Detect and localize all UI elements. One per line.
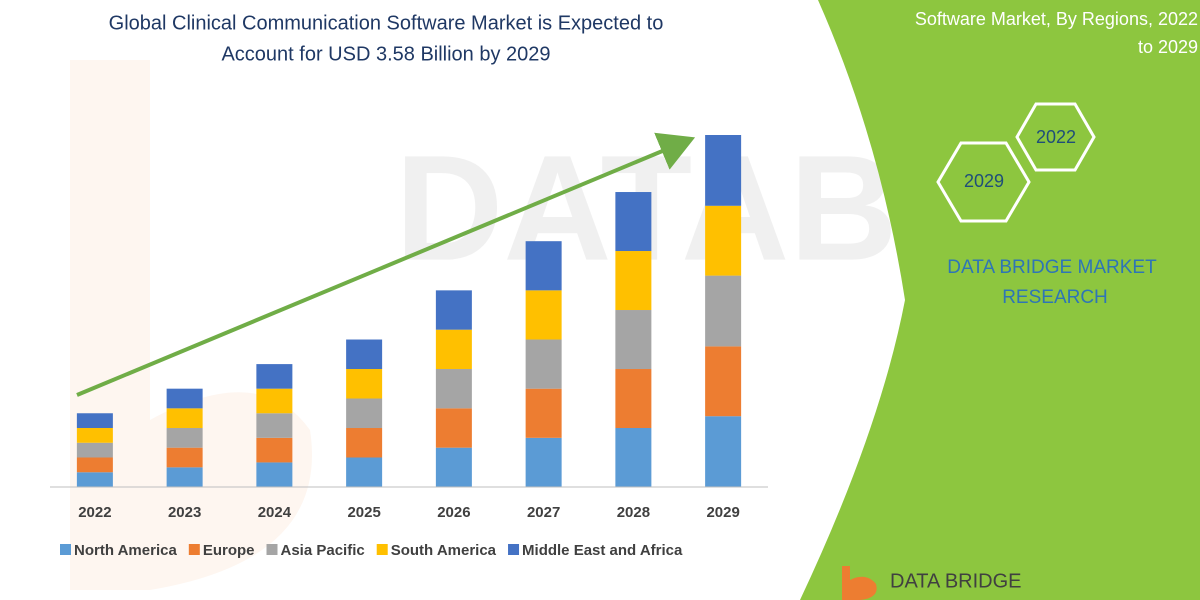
bar-segment [435, 369, 472, 409]
bar-segment [525, 241, 562, 291]
x-tick-label: 2025 [347, 504, 380, 521]
bar-segment [346, 369, 383, 399]
legend-label: Europe [203, 542, 255, 559]
bar-segment [346, 398, 383, 429]
bar-segment [525, 437, 562, 487]
bar-segment [166, 428, 203, 448]
bar-segment [256, 437, 293, 463]
bar-segment [166, 447, 203, 468]
bar-segment [256, 364, 293, 389]
hexagon [936, 141, 1031, 223]
bar-segment [435, 329, 472, 370]
hexagon [1015, 102, 1096, 172]
legend-swatch [188, 544, 200, 555]
bar-segment [705, 135, 742, 206]
x-tick-label: 2024 [258, 504, 292, 521]
hexagon-label: 2022 [1036, 127, 1076, 147]
bar-segment [76, 457, 113, 473]
bar-segment [615, 428, 652, 487]
bar-segment [435, 290, 472, 330]
bar-segment [615, 369, 652, 429]
bar-segment [705, 205, 742, 276]
bar-segment [705, 416, 742, 487]
bar-segment [256, 462, 293, 487]
x-tick-label: 2023 [168, 504, 201, 521]
x-tick-label: 2028 [617, 504, 650, 521]
bar-segment [705, 346, 742, 417]
legend-label: North America [74, 542, 177, 559]
title: Account for USD 3.58 Billion by 2029 [221, 43, 550, 65]
bar-segment [76, 442, 113, 458]
brand-text: RESEARCH [1002, 287, 1108, 308]
legend-label: Asia Pacific [281, 542, 365, 559]
bar-segment [435, 408, 472, 448]
bar-segment [435, 447, 472, 487]
bar-segment [166, 408, 203, 429]
legend-swatch [266, 544, 278, 555]
bar-segment [615, 192, 652, 252]
bar-segment [256, 388, 293, 414]
legend-swatch [376, 544, 388, 555]
x-tick-label: 2026 [437, 504, 470, 521]
bar-segment [346, 457, 383, 487]
bar-segment [346, 428, 383, 458]
bar-segment [705, 275, 742, 347]
bar-segment [346, 339, 383, 370]
legend-label: Middle East and Africa [522, 542, 683, 559]
x-tick-label: 2029 [706, 504, 739, 521]
x-tick-label: 2022 [78, 504, 111, 521]
x-tick-label: 2027 [527, 504, 560, 521]
side-panel [800, 0, 1200, 600]
bar-segment [256, 413, 293, 438]
brand-text: DATA BRIDGE MARKET [947, 257, 1157, 278]
trend-arrow [76, 132, 696, 397]
bar-segment [525, 339, 562, 389]
side-heading: to 2029 [1138, 37, 1198, 57]
logo-icon [842, 566, 877, 600]
bar-segment [525, 290, 562, 340]
legend-label: South America [391, 542, 497, 559]
bar-segment [166, 467, 203, 487]
bar-segment [615, 310, 652, 370]
title: Global Clinical Communication Software M… [109, 12, 664, 34]
bar-segment [166, 388, 203, 409]
bar-segment [76, 428, 113, 443]
bar-segment [525, 388, 562, 438]
bar-segment [76, 472, 113, 487]
side-heading: Software Market, By Regions, 2022 [915, 9, 1198, 29]
bar-segment [615, 251, 652, 311]
hexagon-label: 2029 [964, 171, 1004, 191]
legend-swatch [508, 544, 520, 555]
logo-text: DATA BRIDGE [890, 570, 1022, 592]
bar-segment [76, 413, 113, 429]
legend-swatch [60, 544, 71, 555]
